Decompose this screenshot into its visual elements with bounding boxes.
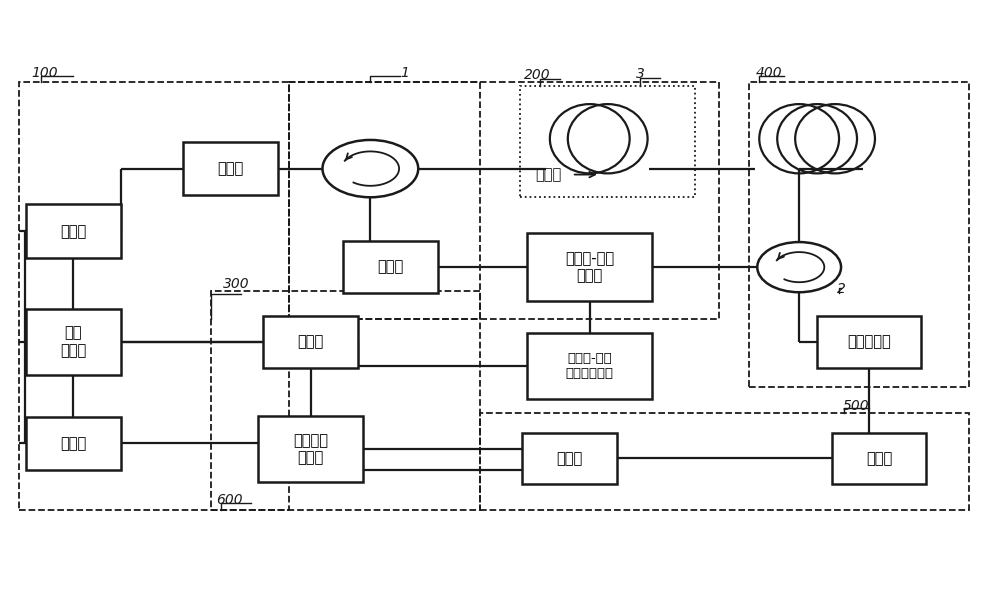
Text: 布拉格光栅: 布拉格光栅 xyxy=(847,334,891,349)
Text: 起偏器: 起偏器 xyxy=(377,260,403,275)
Bar xyxy=(26,205,121,258)
Text: 600: 600 xyxy=(216,493,242,507)
Bar xyxy=(289,82,480,319)
Text: 恒温箱: 恒温箱 xyxy=(535,167,561,182)
Text: 放大器: 放大器 xyxy=(60,224,86,239)
Bar xyxy=(26,417,121,470)
Circle shape xyxy=(757,242,841,292)
Text: 400: 400 xyxy=(755,65,782,80)
Text: 探测器: 探测器 xyxy=(866,451,892,466)
Bar xyxy=(749,82,969,386)
Bar xyxy=(289,82,719,319)
Text: 隔离器: 隔离器 xyxy=(218,161,244,176)
Bar xyxy=(527,233,652,301)
Text: 法布里-帕罗
干涉仪控制器: 法布里-帕罗 干涉仪控制器 xyxy=(566,352,614,380)
Text: 激光器: 激光器 xyxy=(60,436,86,451)
Text: 2: 2 xyxy=(837,282,846,296)
Bar xyxy=(183,142,278,196)
Text: 500: 500 xyxy=(843,399,870,413)
Text: 声光
调制器: 声光 调制器 xyxy=(60,326,86,358)
Bar xyxy=(343,241,438,293)
Bar xyxy=(527,333,652,398)
Text: 计算机: 计算机 xyxy=(297,334,324,349)
Text: 300: 300 xyxy=(223,277,249,291)
Bar xyxy=(26,309,121,374)
Text: 1: 1 xyxy=(400,65,409,80)
Bar xyxy=(480,413,969,510)
Bar xyxy=(817,316,921,368)
Bar xyxy=(522,433,617,484)
Bar xyxy=(832,433,926,484)
Circle shape xyxy=(322,140,418,197)
Bar xyxy=(211,291,480,510)
Text: 采集卡: 采集卡 xyxy=(557,451,583,466)
Text: 法布里-帕罗
干涉仪: 法布里-帕罗 干涉仪 xyxy=(565,251,614,283)
Text: 3: 3 xyxy=(636,67,644,81)
Bar xyxy=(19,82,289,510)
Bar xyxy=(520,86,695,197)
Text: 100: 100 xyxy=(31,65,58,80)
Bar xyxy=(258,416,363,482)
Text: 200: 200 xyxy=(524,68,551,82)
Text: 任意函数
发生器: 任意函数 发生器 xyxy=(293,433,328,466)
Bar xyxy=(263,316,358,368)
